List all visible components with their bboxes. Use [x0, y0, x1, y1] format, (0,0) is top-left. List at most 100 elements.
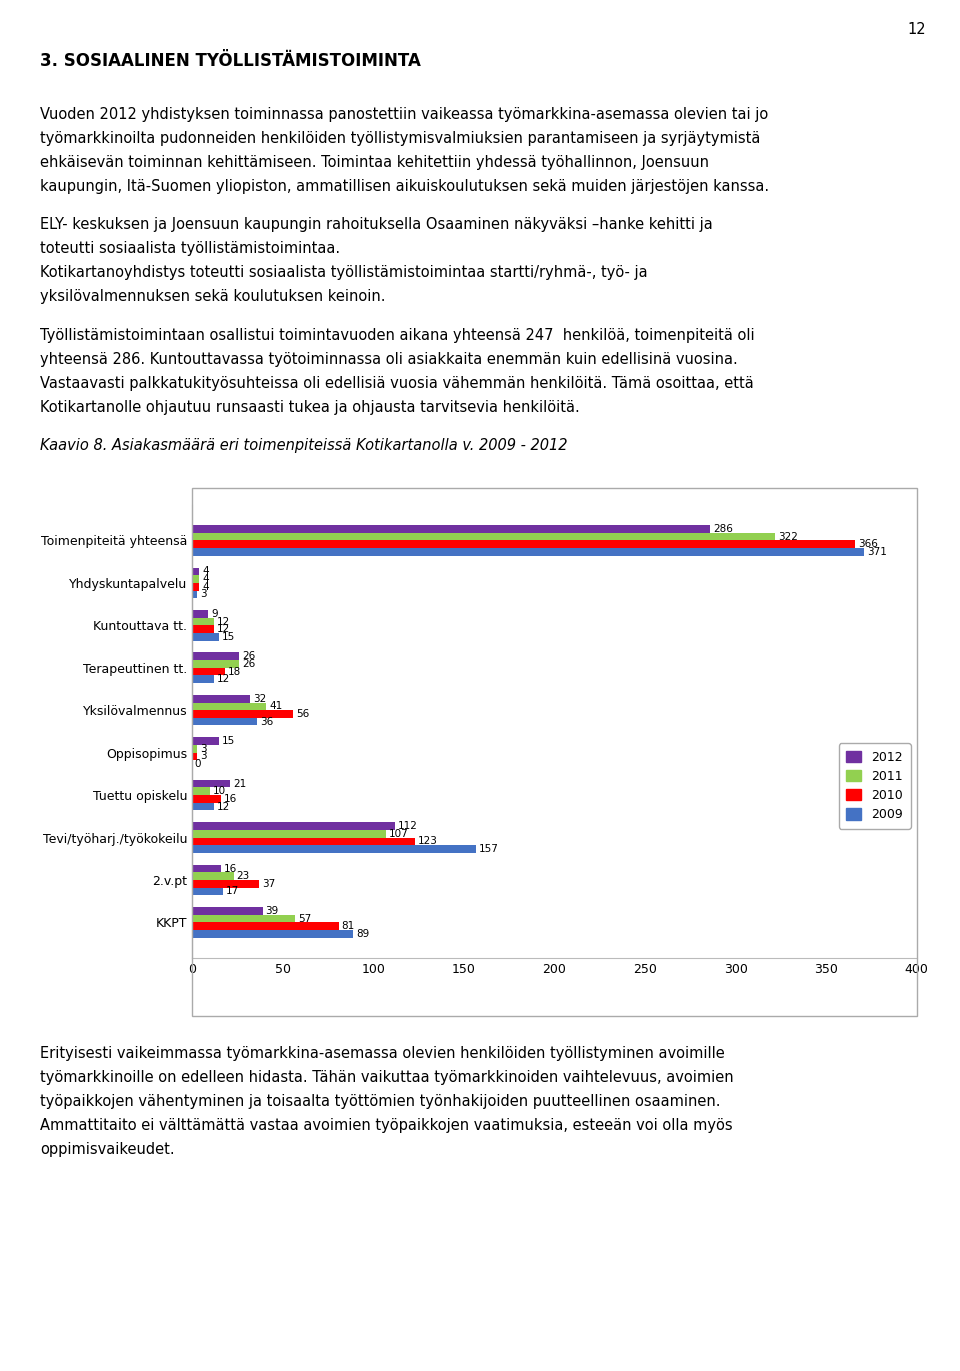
Bar — [192, 795, 221, 803]
Bar — [192, 744, 198, 753]
Text: 9: 9 — [211, 609, 218, 618]
Bar — [192, 823, 395, 829]
Text: 57: 57 — [298, 913, 311, 924]
Text: 366: 366 — [858, 539, 877, 550]
Text: 15: 15 — [222, 632, 235, 642]
Bar — [192, 880, 259, 887]
Text: Vuoden 2012 yhdistyksen toiminnassa panostettiin vaikeassa työmarkkina-asemassa : Vuoden 2012 yhdistyksen toiminnassa pano… — [40, 107, 769, 122]
Bar — [192, 930, 353, 938]
Text: 26: 26 — [242, 659, 255, 669]
Bar — [192, 540, 855, 548]
Bar — [192, 738, 219, 744]
Text: 16: 16 — [224, 864, 237, 873]
Text: työmarkkinoilta pudonneiden henkilöiden työllistymisvalmiuksien parantamiseen ja: työmarkkinoilta pudonneiden henkilöiden … — [40, 130, 760, 145]
Text: ELY- keskuksen ja Joensuun kaupungin rahoituksella Osaaminen näkyväksi –hanke ke: ELY- keskuksen ja Joensuun kaupungin rah… — [40, 217, 713, 232]
Text: 12: 12 — [908, 22, 926, 37]
Text: 89: 89 — [356, 930, 370, 939]
Text: 157: 157 — [479, 845, 499, 854]
Bar — [192, 780, 230, 787]
Text: 39: 39 — [265, 906, 278, 916]
Text: yksilövalmennuksen sekä koulutuksen keinoin.: yksilövalmennuksen sekä koulutuksen kein… — [40, 289, 386, 304]
Bar — [192, 887, 223, 895]
Bar — [192, 583, 200, 591]
Text: 3: 3 — [200, 590, 206, 599]
Legend: 2012, 2011, 2010, 2009: 2012, 2011, 2010, 2009 — [839, 743, 910, 828]
Text: kaupungin, Itä-Suomen yliopiston, ammatillisen aikuiskoulutuksen sekä muiden jär: kaupungin, Itä-Suomen yliopiston, ammati… — [40, 178, 770, 193]
Text: 107: 107 — [389, 828, 408, 839]
Bar — [192, 872, 233, 880]
Text: Kotikartanoyhdistys toteutti sosiaalista työllistämistoimintaa startti/ryhmä-, t: Kotikartanoyhdistys toteutti sosiaalista… — [40, 265, 648, 280]
Text: 12: 12 — [216, 802, 229, 812]
Text: 12: 12 — [216, 617, 229, 627]
Text: 0: 0 — [195, 760, 202, 769]
Bar — [192, 525, 710, 533]
Text: 3: 3 — [200, 744, 206, 754]
Bar — [192, 653, 239, 659]
Bar — [192, 591, 198, 598]
Bar — [192, 533, 776, 540]
Bar — [192, 568, 200, 576]
Text: toteutti sosiaalista työllistämistoimintaa.: toteutti sosiaalista työllistämistoimint… — [40, 241, 341, 256]
Text: työmarkkinoille on edelleen hidasta. Tähän vaikuttaa työmarkkinoiden vaihtelevuu: työmarkkinoille on edelleen hidasta. Täh… — [40, 1069, 734, 1084]
Text: 3: 3 — [200, 751, 206, 761]
Text: yhteensä 286. Kuntouttavassa työtoiminnassa oli asiakkaita enemmän kuin edellisi: yhteensä 286. Kuntouttavassa työtoiminna… — [40, 351, 738, 366]
Text: 4: 4 — [202, 574, 208, 584]
Text: Ammattitaito ei välttämättä vastaa avoimien työpaikkojen vaatimuksia, esteeän vo: Ammattitaito ei välttämättä vastaa avoim… — [40, 1117, 732, 1132]
Bar — [192, 668, 225, 676]
Text: 21: 21 — [232, 779, 246, 788]
Text: 4: 4 — [202, 581, 208, 592]
Bar — [192, 625, 214, 633]
Text: Erityisesti vaikeimmassa työmarkkina-asemassa olevien henkilöiden työllistyminen: Erityisesti vaikeimmassa työmarkkina-ase… — [40, 1046, 725, 1061]
Text: 4: 4 — [202, 566, 208, 576]
Text: Työllistämistoimintaan osallistui toimintavuoden aikana yhteensä 247  henkilöä, : Työllistämistoimintaan osallistui toimin… — [40, 328, 755, 343]
Text: Vastaavasti palkkatukityösuhteissa oli edellisiä vuosia vähemmän henkilöitä. Täm: Vastaavasti palkkatukityösuhteissa oli e… — [40, 376, 754, 391]
Text: 17: 17 — [226, 887, 239, 897]
Bar — [192, 548, 864, 555]
Text: 10: 10 — [213, 787, 226, 797]
Bar — [192, 618, 214, 625]
Bar — [192, 838, 415, 845]
Text: oppimisvaikeudet.: oppimisvaikeudet. — [40, 1142, 175, 1157]
Bar — [192, 576, 200, 583]
Text: 18: 18 — [228, 666, 241, 676]
Bar — [192, 787, 210, 795]
Text: 3. SOSIAALINEN TYÖLLISTÄMISTOIMINTA: 3. SOSIAALINEN TYÖLLISTÄMISTOIMINTA — [40, 52, 421, 70]
Bar — [192, 753, 198, 761]
Text: 36: 36 — [260, 717, 274, 727]
Text: 16: 16 — [224, 794, 237, 803]
Text: 37: 37 — [262, 879, 275, 888]
Text: 112: 112 — [397, 821, 418, 831]
Text: 371: 371 — [867, 547, 887, 557]
Text: 123: 123 — [418, 836, 438, 846]
Bar — [192, 718, 257, 725]
Bar — [192, 923, 339, 930]
Text: 81: 81 — [342, 921, 355, 931]
Bar — [192, 633, 219, 640]
Text: Kaavio 8. Asiakasmäärä eri toimenpiteissä Kotikartanolla v. 2009 - 2012: Kaavio 8. Asiakasmäärä eri toimenpiteiss… — [40, 437, 567, 452]
Text: 23: 23 — [236, 871, 250, 882]
Bar — [192, 908, 263, 914]
Text: Kotikartanolle ohjautuu runsaasti tukea ja ohjausta tarvitsevia henkilöitä.: Kotikartanolle ohjautuu runsaasti tukea … — [40, 399, 580, 414]
Bar — [192, 676, 214, 683]
Bar — [192, 659, 239, 668]
Text: ehkäisevän toiminnan kehittämiseen. Toimintaa kehitettiin yhdessä työhallinnon, : ehkäisevän toiminnan kehittämiseen. Toim… — [40, 155, 709, 170]
Text: 322: 322 — [779, 532, 798, 542]
Bar — [192, 702, 266, 710]
Text: 26: 26 — [242, 651, 255, 661]
Text: 15: 15 — [222, 736, 235, 746]
Text: 286: 286 — [713, 524, 732, 533]
Text: 12: 12 — [216, 624, 229, 635]
Text: 56: 56 — [297, 709, 309, 718]
Text: 12: 12 — [216, 675, 229, 684]
Bar — [192, 829, 386, 838]
Bar — [192, 710, 294, 718]
Bar — [192, 695, 250, 702]
Text: työpaikkojen vähentyminen ja toisaalta työttömien työnhakijoiden puutteellinen o: työpaikkojen vähentyminen ja toisaalta t… — [40, 1094, 721, 1109]
Text: 32: 32 — [252, 694, 266, 703]
Bar — [192, 914, 296, 923]
Bar — [192, 610, 208, 618]
Bar — [192, 845, 476, 853]
Text: 41: 41 — [269, 702, 282, 712]
Bar — [192, 865, 221, 872]
Bar — [192, 803, 214, 810]
